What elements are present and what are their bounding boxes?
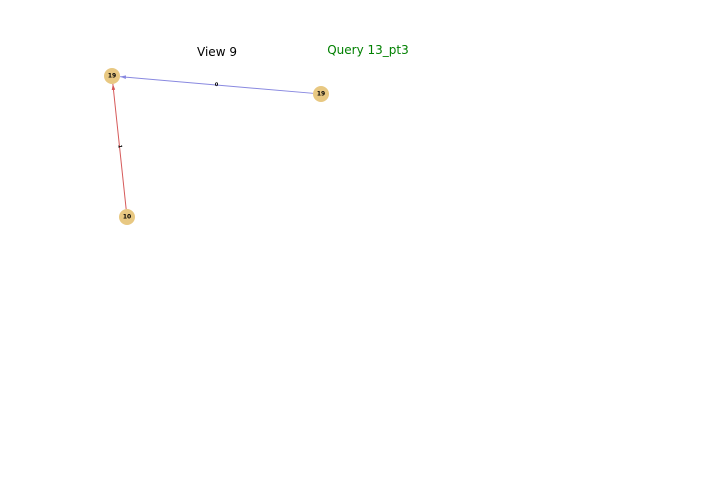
- node-label: 10: [123, 214, 131, 221]
- graph-edge: [119, 75, 314, 94]
- view-title: View 9: [197, 45, 237, 59]
- graph-edge: [111, 83, 127, 210]
- node-label: 19: [317, 91, 325, 98]
- edges-layer: 01: [111, 75, 314, 210]
- graph-node: [313, 86, 329, 102]
- edge-label: 0: [215, 82, 220, 88]
- graph-node: [119, 209, 135, 225]
- graph-node: [104, 68, 120, 84]
- node-label: 19: [108, 73, 116, 80]
- query-title: Query 13_pt3: [327, 43, 409, 57]
- edge-label: 1: [116, 144, 122, 149]
